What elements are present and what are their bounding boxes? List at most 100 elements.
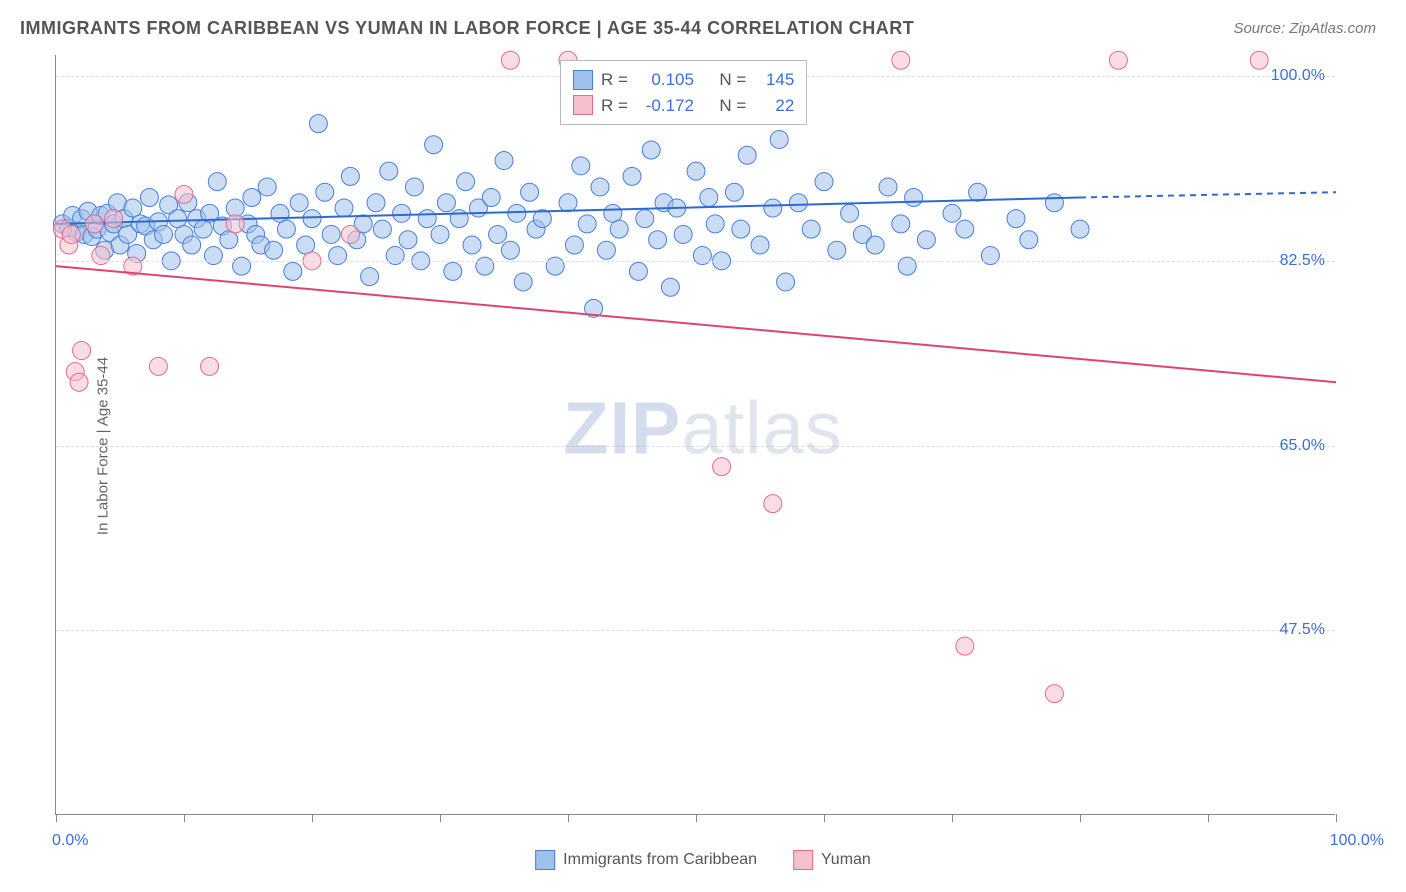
point-caribbean (508, 204, 526, 222)
point-caribbean (700, 189, 718, 207)
point-yuman (70, 373, 88, 391)
point-caribbean (777, 273, 795, 291)
legend-label-1: Immigrants from Caribbean (563, 851, 757, 869)
gridline (56, 261, 1335, 262)
point-caribbean (969, 183, 987, 201)
point-caribbean (341, 167, 359, 185)
point-caribbean (399, 231, 417, 249)
point-caribbean (559, 194, 577, 212)
point-caribbean (649, 231, 667, 249)
x-tick (1336, 814, 1337, 822)
point-caribbean (802, 220, 820, 238)
point-caribbean (482, 189, 500, 207)
point-caribbean (572, 157, 590, 175)
point-caribbean (303, 210, 321, 228)
x-tick-label-max: 100.0% (1330, 832, 1384, 850)
point-caribbean (815, 173, 833, 191)
point-caribbean (463, 236, 481, 254)
point-caribbean (661, 278, 679, 296)
point-caribbean (444, 262, 462, 280)
x-tick (568, 814, 569, 822)
point-caribbean (565, 236, 583, 254)
point-yuman (1250, 51, 1268, 69)
point-yuman (201, 357, 219, 375)
y-tick-label: 100.0% (1271, 67, 1325, 85)
point-caribbean (706, 215, 724, 233)
point-yuman (226, 215, 244, 233)
point-caribbean (297, 236, 315, 254)
point-caribbean (828, 241, 846, 259)
gridline (56, 630, 1335, 631)
point-caribbean (956, 220, 974, 238)
point-caribbean (220, 231, 238, 249)
point-yuman (892, 51, 910, 69)
point-caribbean (1020, 231, 1038, 249)
x-tick (1080, 814, 1081, 822)
point-caribbean (373, 220, 391, 238)
point-caribbean (243, 189, 261, 207)
x-tick (696, 814, 697, 822)
point-caribbean (892, 215, 910, 233)
stat-r-value-2: -0.172 (636, 93, 694, 119)
stat-n-label: N = (719, 67, 746, 93)
point-caribbean (425, 136, 443, 154)
point-caribbean (610, 220, 628, 238)
stats-legend-box: R = 0.105 N = 145 R = -0.172 N = 22 (560, 60, 807, 125)
legend-swatch-1 (535, 850, 555, 870)
x-tick (312, 814, 313, 822)
point-caribbean (335, 199, 353, 217)
point-caribbean (418, 210, 436, 228)
point-caribbean (183, 236, 201, 254)
point-yuman (105, 210, 123, 228)
point-yuman (713, 458, 731, 476)
gridline (56, 446, 1335, 447)
point-caribbean (642, 141, 660, 159)
point-yuman (501, 51, 519, 69)
point-caribbean (841, 204, 859, 222)
trendline-yuman (56, 266, 1336, 382)
point-caribbean (405, 178, 423, 196)
point-caribbean (380, 162, 398, 180)
point-caribbean (1045, 194, 1063, 212)
point-yuman (956, 637, 974, 655)
point-caribbean (738, 146, 756, 164)
point-caribbean (943, 204, 961, 222)
point-caribbean (629, 262, 647, 280)
point-caribbean (457, 173, 475, 191)
point-caribbean (233, 257, 251, 275)
swatch-series-2 (573, 95, 593, 115)
x-tick-label-min: 0.0% (52, 832, 88, 850)
point-caribbean (687, 162, 705, 180)
point-caribbean (866, 236, 884, 254)
point-caribbean (623, 167, 641, 185)
point-caribbean (309, 115, 327, 133)
legend-item-2: Yuman (793, 850, 871, 870)
point-caribbean (693, 247, 711, 265)
stat-n-value-2: 22 (754, 93, 794, 119)
point-yuman (85, 215, 103, 233)
point-caribbean (898, 257, 916, 275)
point-caribbean (501, 241, 519, 259)
stat-n-label: N = (719, 93, 746, 119)
point-caribbean (450, 210, 468, 228)
point-caribbean (674, 225, 692, 243)
x-tick (824, 814, 825, 822)
point-caribbean (290, 194, 308, 212)
x-tick (184, 814, 185, 822)
x-tick (1208, 814, 1209, 822)
point-caribbean (194, 220, 212, 238)
point-caribbean (591, 178, 609, 196)
point-caribbean (636, 210, 654, 228)
point-caribbean (329, 247, 347, 265)
point-caribbean (725, 183, 743, 201)
stat-n-value-1: 145 (754, 67, 794, 93)
point-caribbean (361, 268, 379, 286)
point-caribbean (764, 199, 782, 217)
point-yuman (92, 247, 110, 265)
swatch-series-1 (573, 70, 593, 90)
point-caribbean (367, 194, 385, 212)
point-yuman (73, 342, 91, 360)
point-caribbean (208, 173, 226, 191)
point-caribbean (316, 183, 334, 201)
point-caribbean (271, 204, 289, 222)
